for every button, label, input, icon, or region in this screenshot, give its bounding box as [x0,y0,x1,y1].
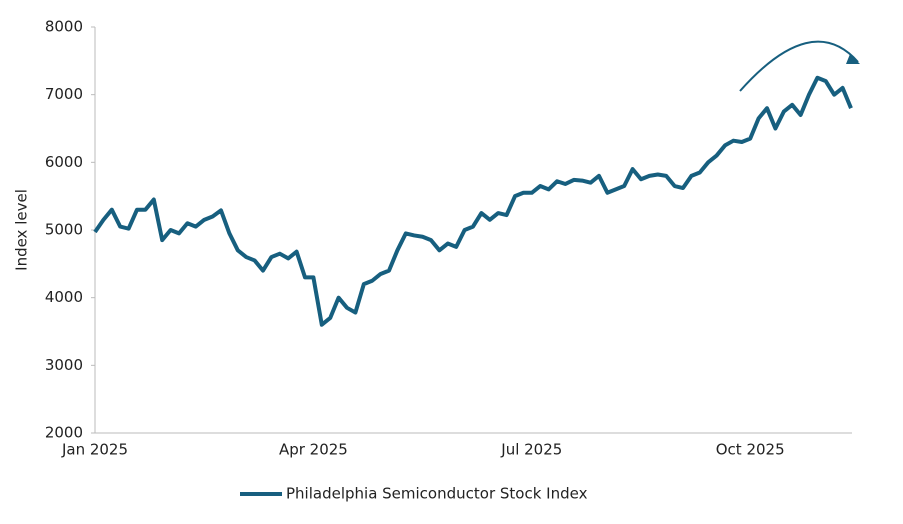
legend-label: Philadelphia Semiconductor Stock Index [286,485,588,503]
y-tick-label: 7000 [45,85,83,103]
x-tick-label: Apr 2025 [279,441,348,459]
x-tick-label: Oct 2025 [716,441,785,459]
y-tick-label: 4000 [45,288,83,306]
arrow-head [846,54,860,64]
x-tick-label: Jan 2025 [61,441,128,459]
y-axis-label: Index level [13,189,31,271]
line [93,75,853,327]
y-tick-label: 8000 [45,18,83,36]
annotation-arrow [739,40,859,92]
y-tick-label: 5000 [45,221,83,239]
x-tick-label: Jul 2025 [500,441,562,459]
y-tick-label: 2000 [45,424,83,442]
y-tick-label: 6000 [45,153,83,171]
y-tick-label: 3000 [45,356,83,374]
